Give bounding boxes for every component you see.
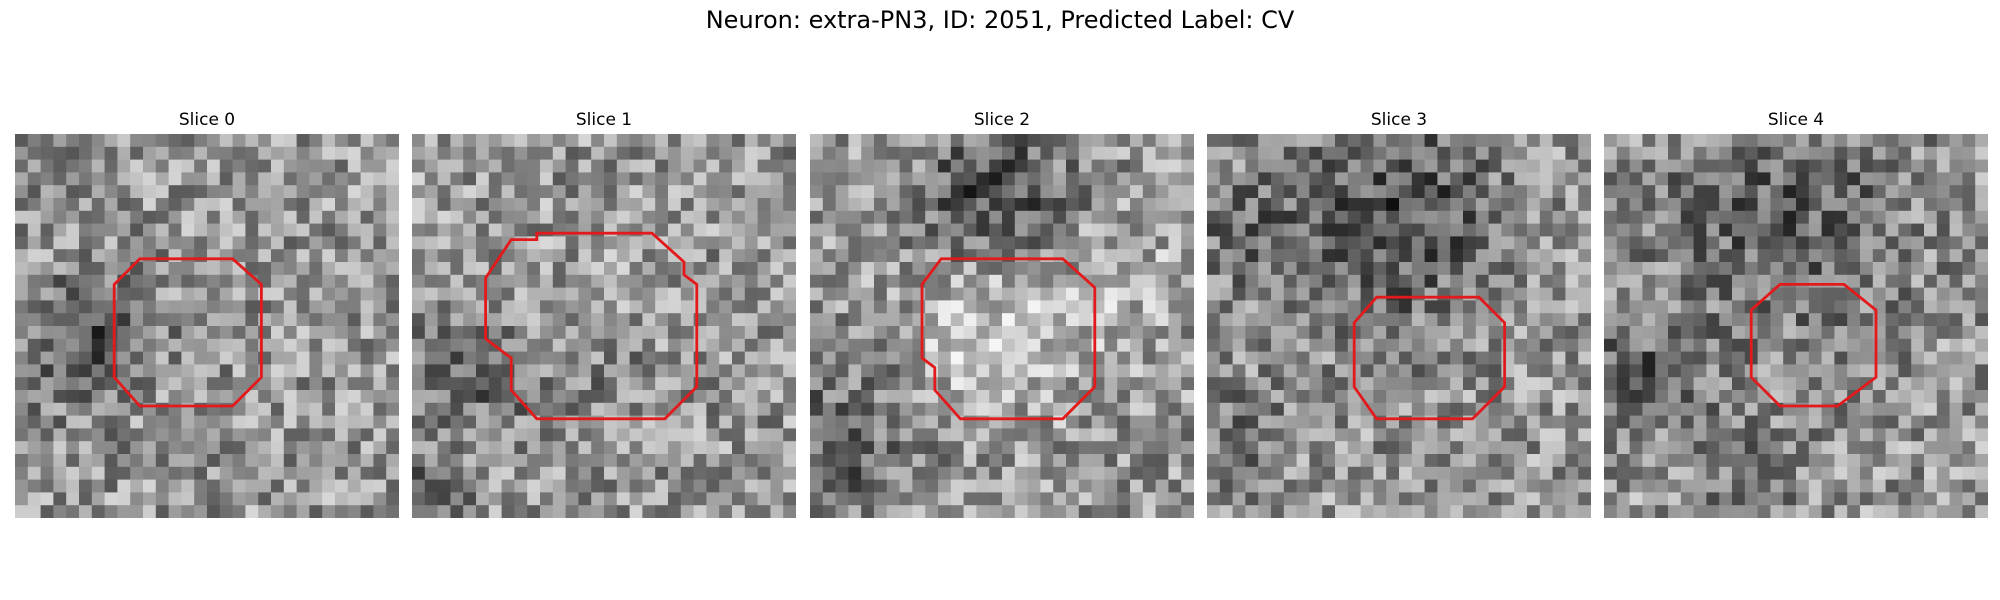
slice-panel-2: Slice 2: [810, 106, 1194, 518]
pixel-grid-0: [15, 134, 399, 518]
figure-title: Neuron: extra-PN3, ID: 2051, Predicted L…: [705, 6, 1295, 34]
roi-outline-1: [484, 231, 699, 421]
slice-image-4: [1604, 134, 1988, 518]
slice-panel-4: Slice 4: [1604, 106, 1988, 518]
pixel-grid-3: [1207, 134, 1591, 518]
pixel-grid-1: [412, 134, 796, 518]
pixel-grid-2: [810, 134, 1194, 518]
slice-title-4: Slice 4: [1767, 110, 1825, 130]
slice-title-2: Slice 2: [973, 110, 1031, 130]
slice-image-1: [412, 134, 796, 518]
roi-outline-4: [1749, 282, 1878, 408]
slice-image-2: [810, 134, 1194, 518]
roi-outline-2: [920, 257, 1097, 421]
slice-title-3: Slice 3: [1370, 110, 1428, 130]
roi-outline-0: [112, 257, 263, 408]
slice-image-3: [1207, 134, 1591, 518]
pixel-grid-4: [1604, 134, 1988, 518]
slice-panel-1: Slice 1: [412, 106, 796, 518]
slice-image-0: [15, 134, 399, 518]
slice-title-0: Slice 0: [178, 110, 236, 130]
slice-panel-3: Slice 3: [1207, 106, 1591, 518]
slice-title-1: Slice 1: [575, 110, 633, 130]
roi-outline-3: [1352, 295, 1507, 421]
slice-panel-0: Slice 0: [15, 106, 399, 518]
